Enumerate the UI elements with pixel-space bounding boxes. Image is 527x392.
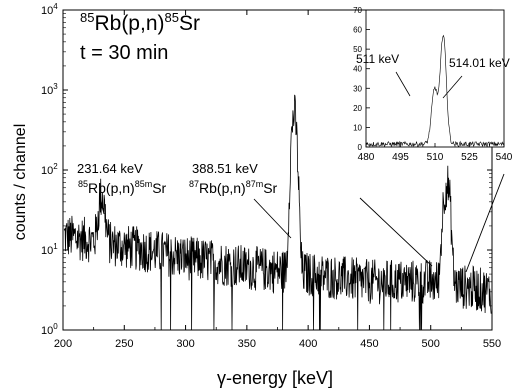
chart-title-line2: t = 30 min xyxy=(80,42,168,64)
inset-y-tick-label: 20 xyxy=(353,104,362,113)
arrow-inset-left xyxy=(359,197,433,267)
y-axis-title: counts / channel xyxy=(12,124,29,241)
y-tick-label: 102 xyxy=(41,162,58,177)
y-tick-label: 103 xyxy=(41,82,58,97)
inset-y-tick-label: 60 xyxy=(353,26,362,35)
inset-x-tick-label: 510 xyxy=(427,152,444,163)
inset-x-tick-label: 525 xyxy=(461,152,478,163)
inset-frame xyxy=(365,9,505,148)
x-axis-title: γ-energy [keV] xyxy=(217,368,333,388)
x-tick-label: 400 xyxy=(299,338,317,350)
inset-y-tick-label: 40 xyxy=(353,65,362,74)
inset-x-tick-label: 540 xyxy=(496,152,513,163)
x-tick-label: 200 xyxy=(54,338,72,350)
main-spectrum-series xyxy=(63,94,492,331)
arrow-inset-right xyxy=(465,173,505,273)
inset-x-tick-label: 495 xyxy=(392,152,409,163)
x-tick-label: 300 xyxy=(176,338,194,350)
annotation-231-reaction: 85Rb(p,n)85mSr xyxy=(78,179,167,196)
inset-y-tick-label: 70 xyxy=(353,6,362,15)
inset-y-tick-label: 10 xyxy=(353,123,362,132)
y-tick-label: 101 xyxy=(41,242,58,257)
annotation-388-reaction: 87Rb(p,n)87mSr xyxy=(189,179,278,196)
y-tick-label: 100 xyxy=(41,322,58,337)
x-tick-label: 350 xyxy=(238,338,256,350)
inset-y-tick-label: 0 xyxy=(358,143,363,152)
inset-y-tick-label: 30 xyxy=(353,84,362,93)
annotation-388-energy: 388.51 keV xyxy=(192,161,258,176)
annotation-231-energy: 231.64 keV xyxy=(77,161,143,176)
x-tick-label: 250 xyxy=(115,338,133,350)
y-tick-label: 104 xyxy=(41,2,58,17)
inset-arrow-514 xyxy=(442,75,463,99)
chart-title-line1: 85Rb(p,n)85Sr xyxy=(80,10,200,35)
x-tick-label: 500 xyxy=(422,338,440,350)
inset-y-tick-label: 50 xyxy=(353,45,362,54)
arrow-231 xyxy=(99,197,105,215)
inset-label-514: 514.01 keV xyxy=(449,56,510,70)
inset-label-511: 511 keV xyxy=(356,52,399,66)
x-tick-label: 550 xyxy=(483,338,501,350)
inset-arrow-511 xyxy=(395,71,411,97)
inset-axes: 480 495 510 525 540 0 10 20 30 40 50 60 70 xyxy=(353,6,513,163)
x-tick-label: 450 xyxy=(360,338,378,350)
inset-x-tick-label: 480 xyxy=(358,152,375,163)
arrow-388 xyxy=(253,198,292,239)
inset-spectrum-series xyxy=(366,34,504,148)
